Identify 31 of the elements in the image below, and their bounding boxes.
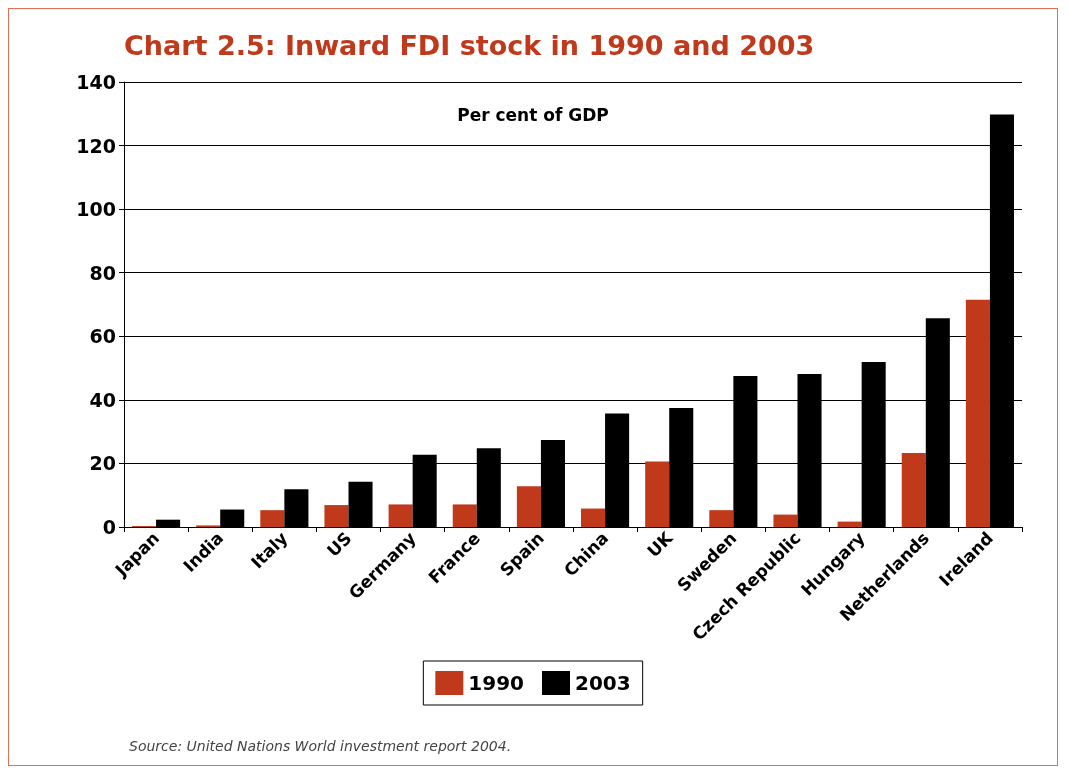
y-tick-label: 120 xyxy=(76,134,116,157)
bar xyxy=(709,510,734,527)
chart-title: Chart 2.5: Inward FDI stock in 1990 and 2003 xyxy=(124,30,815,61)
bar xyxy=(965,299,990,527)
bar xyxy=(220,509,245,527)
bar xyxy=(773,514,798,527)
bar xyxy=(581,508,606,527)
x-tick-label: UK xyxy=(643,527,677,562)
x-tick-label: US xyxy=(323,527,356,561)
bar xyxy=(516,486,541,527)
source-note: Source: United Nations World investment report 2004. xyxy=(129,738,512,754)
y-tick-label: 40 xyxy=(89,388,116,411)
bar xyxy=(901,452,926,527)
legend-label: 1990 xyxy=(468,671,525,695)
text: Per cent of GDP xyxy=(457,104,609,125)
bar xyxy=(260,510,285,527)
bar xyxy=(452,504,477,527)
bar xyxy=(284,489,309,527)
y-tick-label: 60 xyxy=(89,325,116,348)
y-tick-label: 0 xyxy=(102,516,116,538)
y-tick-label: 140 xyxy=(76,71,116,93)
bar xyxy=(324,505,349,527)
y-tick-label: 100 xyxy=(76,198,116,221)
y-tick-label: 20 xyxy=(89,452,116,475)
bar xyxy=(348,481,373,527)
bar xyxy=(156,519,181,527)
bar xyxy=(388,504,413,527)
bar xyxy=(837,521,862,527)
bar xyxy=(645,461,670,527)
legend-label: 2003 xyxy=(575,671,631,695)
y-tick-label: 80 xyxy=(89,261,116,284)
